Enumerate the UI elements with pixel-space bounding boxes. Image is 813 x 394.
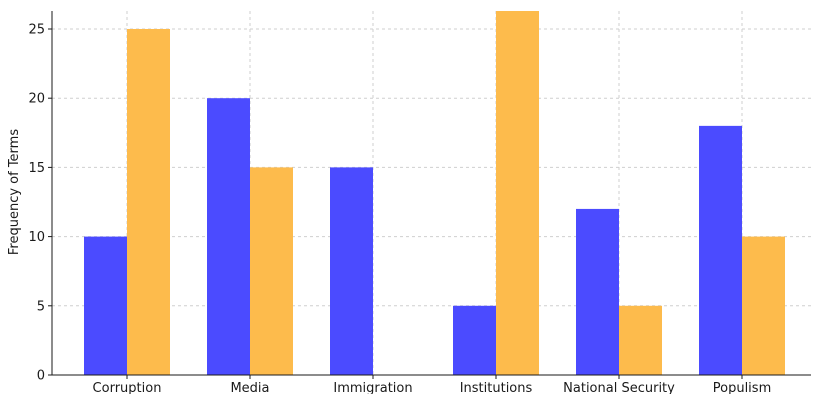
axes-layer — [48, 11, 811, 379]
bar-series-1-populism — [699, 125, 742, 375]
y-tick-label: 5 — [37, 299, 45, 314]
bars-layer — [84, 11, 785, 376]
bar-series-1-institutions — [453, 305, 496, 375]
bar-series-1-immigration — [330, 167, 373, 375]
labels-layer: 0 5 10 15 20 25 Corruption Media Immigration Inst… — [28, 22, 771, 394]
bar-series-2-corruption — [127, 28, 170, 375]
x-tick-label: Institutions — [460, 381, 533, 394]
bar-series-2-institutions — [496, 11, 539, 375]
y-tick-label: 20 — [28, 92, 45, 107]
x-tick-label: Corruption — [93, 381, 162, 394]
bar-series-1-national-security — [576, 208, 619, 375]
bar-series-2-national-security — [619, 305, 662, 375]
bar-series-1-media — [207, 98, 250, 376]
y-tick-label: 15 — [28, 161, 45, 176]
y-axis-label: Frequency of Terms — [7, 129, 22, 255]
x-tick-label: National Security — [563, 381, 675, 394]
bar-series-2-media — [250, 167, 293, 375]
x-tick-label: Populism — [713, 381, 771, 394]
y-tick-label: 0 — [37, 369, 45, 384]
bar-series-2-populism — [742, 236, 785, 375]
x-tick-label: Immigration — [333, 381, 412, 394]
y-tick-label: 25 — [28, 22, 45, 37]
x-tick-label: Media — [230, 381, 269, 394]
y-tick-label: 10 — [28, 230, 45, 245]
bar-series-1-corruption — [84, 236, 127, 375]
